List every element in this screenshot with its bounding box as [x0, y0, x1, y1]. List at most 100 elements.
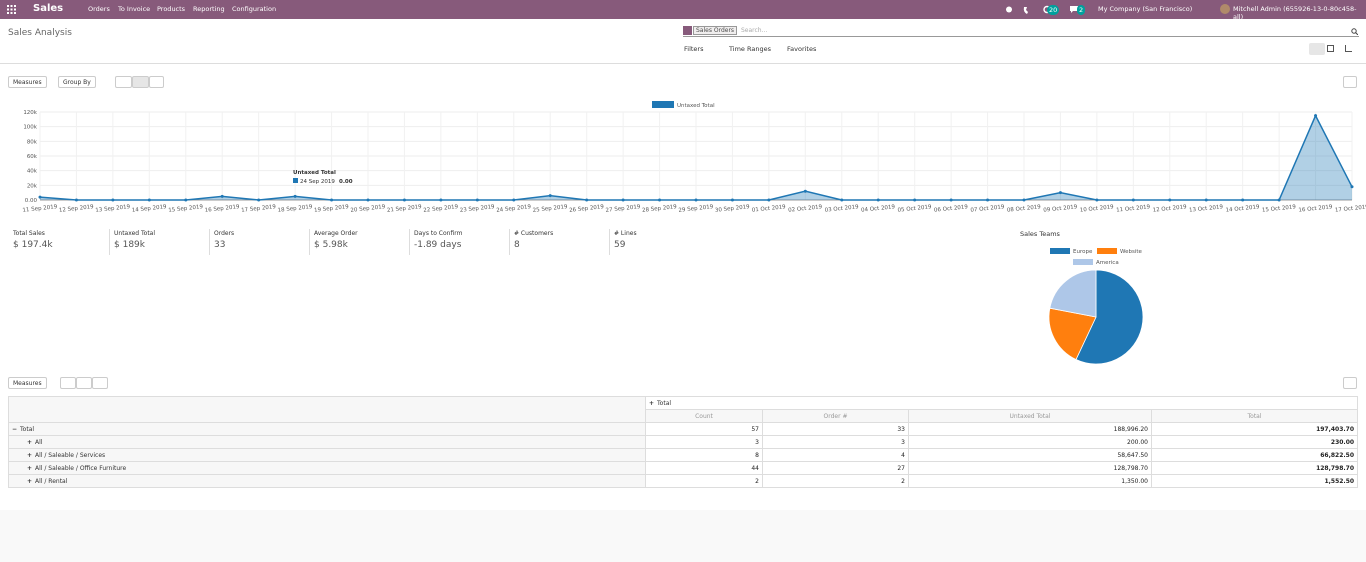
point — [366, 198, 370, 202]
pivot-expand-button[interactable] — [1343, 377, 1357, 389]
pivot-cell: 44 — [645, 461, 763, 475]
menu-item[interactable]: Reporting — [193, 5, 225, 13]
control-panel: Sales Analysis Sales Orders Search... Fi… — [0, 19, 1366, 64]
x-tick-label: 11 Sep 2019 — [22, 204, 58, 214]
x-tick-label: 19 Sep 2019 — [314, 204, 350, 214]
pie-slice — [1075, 269, 1144, 365]
pivot-measure-header: Untaxed Total — [908, 409, 1152, 423]
download-button[interactable] — [92, 377, 108, 389]
point — [1168, 198, 1172, 202]
navbar: Sales Orders To Invoice Products Reporti… — [0, 0, 1366, 21]
kpi-value: -1.89 days — [414, 240, 462, 250]
kpi-label: Untaxed Total — [114, 230, 156, 237]
company-switcher[interactable]: My Company (San Francisco) — [1098, 5, 1193, 13]
menu-item[interactable]: Configuration — [232, 5, 277, 13]
x-tick-label: 24 Sep 2019 — [496, 204, 532, 214]
kpi: # Lines 59 — [609, 229, 709, 255]
pivot-cell: 230.00 — [1150, 435, 1359, 449]
measures-button[interactable]: Measures — [8, 76, 47, 88]
x-tick-label: 26 Sep 2019 — [569, 204, 605, 214]
point — [913, 198, 917, 202]
activity-badge[interactable]: 20 — [1047, 5, 1060, 15]
point — [949, 198, 953, 202]
kpi-bar: Total Sales $ 197.4k Untaxed Total $ 189k Or… — [0, 229, 720, 259]
legend-swatch — [1050, 248, 1070, 254]
point — [1314, 114, 1318, 118]
expand-all-button[interactable] — [76, 377, 92, 389]
pivot-cell: 128,798.70 — [1150, 461, 1359, 475]
search-icon[interactable] — [1351, 28, 1358, 35]
expand-button[interactable] — [1343, 76, 1357, 88]
point — [840, 198, 844, 202]
kpi-value: 8 — [514, 240, 520, 250]
expand-sign: + — [27, 464, 33, 472]
pivot-corner — [8, 396, 646, 423]
x-tick-label: 07 Oct 2019 — [970, 204, 1005, 214]
pie-slice — [1048, 307, 1097, 361]
point — [1131, 198, 1135, 202]
user-menu[interactable]: Mitchell Admin (655926-13-0-80c458-all) — [1233, 5, 1357, 21]
kpi-value: 59 — [614, 240, 626, 250]
point — [184, 198, 188, 202]
chat-icon[interactable] — [1070, 5, 1079, 14]
pivot-cell: 1,552.50 — [1150, 474, 1359, 488]
pivot-measures-button[interactable]: Measures — [8, 377, 47, 389]
pivot-measure-header: Count — [645, 409, 763, 423]
message-badge[interactable]: 2 — [1077, 5, 1086, 15]
apps-icon[interactable] — [7, 5, 16, 14]
point — [475, 198, 479, 202]
favorites-menu[interactable]: Favorites — [787, 45, 817, 53]
pivot-row-header[interactable]: + All / Saleable / Services — [8, 448, 646, 462]
facet-icon — [683, 26, 692, 35]
x-tick-label: 18 Sep 2019 — [277, 204, 313, 214]
breadcrumb: Sales Analysis — [8, 28, 72, 38]
pivot-cell: 8 — [645, 448, 763, 462]
point — [730, 198, 734, 202]
filters-menu[interactable]: Filters — [684, 45, 704, 53]
pie-chart-button[interactable] — [149, 76, 164, 88]
pivot-cell: 197,403.70 — [1150, 422, 1359, 436]
pivot-cell: 27 — [762, 461, 909, 475]
pivot-row-label: All / Rental — [35, 477, 68, 485]
search-bar[interactable]: Sales Orders Search... — [683, 26, 1359, 37]
pivot-row-header[interactable]: + All / Rental — [8, 474, 646, 488]
kpi-label: Total Sales — [13, 230, 45, 237]
pivot-cell: 57 — [645, 422, 763, 436]
x-tick-label: 23 Sep 2019 — [460, 204, 496, 214]
bar-chart-button[interactable] — [115, 76, 132, 88]
kpi: Orders 33 — [209, 229, 309, 255]
point — [257, 198, 261, 202]
avatar[interactable] — [1220, 4, 1230, 14]
graph-view-button[interactable] — [1309, 43, 1325, 55]
point — [1277, 198, 1281, 202]
pivot-cell: 1,350.00 — [908, 474, 1152, 488]
menu-item[interactable]: Orders — [88, 5, 110, 13]
pivot-view-button[interactable] — [1327, 45, 1334, 52]
menu-item[interactable]: To Invoice — [118, 5, 151, 13]
app-name[interactable]: Sales — [33, 3, 64, 14]
line-chart-button[interactable] — [132, 76, 149, 88]
pivot-header-row: + Total — [8, 396, 1359, 423]
group-by-button[interactable]: Group By — [58, 76, 96, 88]
expand-sign: − — [12, 425, 18, 433]
pivot-cell: 58,647.50 — [908, 448, 1152, 462]
pivot-col-header[interactable]: + Total — [644, 396, 1359, 410]
time-ranges-menu[interactable]: Time Ranges — [729, 45, 771, 53]
graph-alt-button[interactable] — [1345, 45, 1352, 52]
pivot-row-header[interactable]: + All / Saleable / Office Furniture — [8, 461, 646, 475]
kpi-label: Average Order — [314, 230, 358, 237]
menu-item[interactable]: Products — [157, 5, 186, 13]
search-input[interactable]: Search... — [741, 27, 768, 34]
flip-axis-button[interactable] — [60, 377, 76, 389]
pivot-cell: 2 — [762, 474, 909, 488]
pivot-row-header[interactable]: + All — [8, 435, 646, 449]
facet[interactable]: Sales Orders — [693, 26, 738, 35]
point — [1058, 191, 1062, 195]
y-tick-label: 40k — [27, 169, 38, 175]
line-chart: 0.00 20k 40k 60k 80k 100k 120k 11 Sep 2019 12 Se… — [22, 101, 1366, 214]
expand-sign: + — [27, 477, 33, 485]
pivot-row-header[interactable]: − Total — [8, 422, 646, 436]
pivot-cell: 66,822.50 — [1150, 448, 1359, 462]
point — [512, 198, 516, 202]
